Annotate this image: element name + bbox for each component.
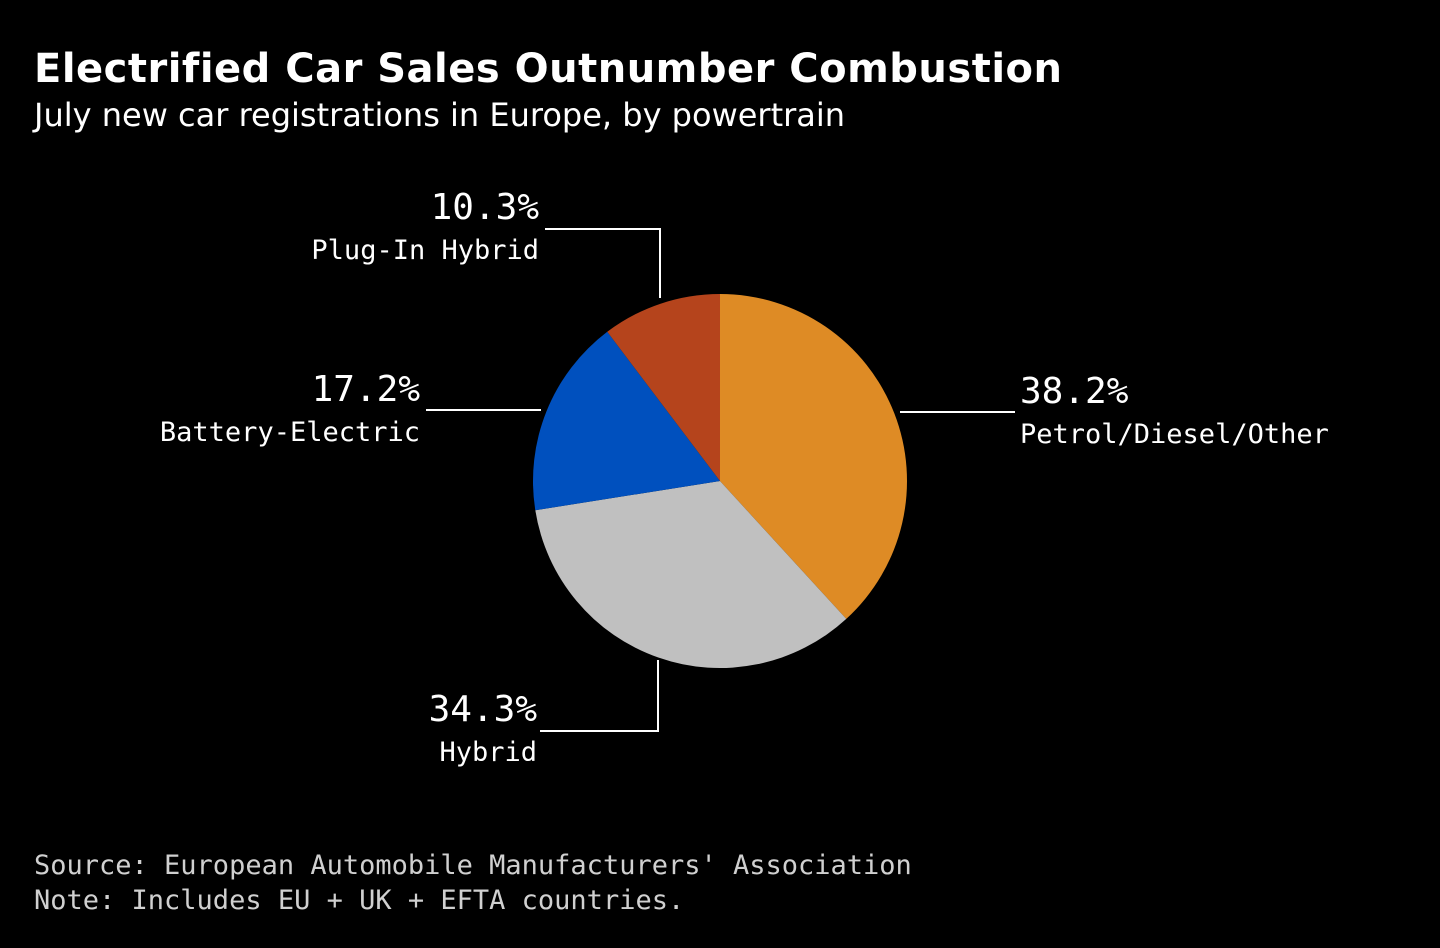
chart-title: Electrified Car Sales Outnumber Combusti… [34, 46, 1063, 92]
slice-value-label: 17.2% [312, 369, 421, 410]
slice-labels: 38.2% Petrol/Diesel/Other 34.3% Hybrid 17.2%… [160, 187, 1329, 768]
pie-slice-petrol-diesel-other [720, 294, 907, 619]
pie-slice-plug-in-hybrid [607, 294, 720, 481]
slice-category-label: Plug-In Hybrid [311, 235, 539, 266]
leader-lines [426, 228, 1015, 732]
slice-category-label: Battery-Electric [160, 417, 420, 448]
slice-value-label: 10.3% [431, 187, 540, 228]
footnote: Note: Includes EU + UK + EFTA countries. [34, 885, 685, 916]
pie-slices [532, 294, 907, 668]
slice-value-label: 38.2% [1020, 371, 1129, 412]
pie-slice-battery-electric [532, 331, 720, 511]
slice-category-label: Hybrid [439, 737, 537, 768]
pie-slice-hybrid [535, 481, 847, 668]
slice-value-label: 34.3% [429, 689, 538, 730]
chart-subtitle: July new car registrations in Europe, by… [34, 96, 846, 134]
leader-line [540, 660, 659, 732]
source-note: Source: European Automobile Manufacturer… [34, 850, 912, 881]
leader-line [545, 228, 661, 298]
slice-category-label: Petrol/Diesel/Other [1020, 419, 1329, 450]
